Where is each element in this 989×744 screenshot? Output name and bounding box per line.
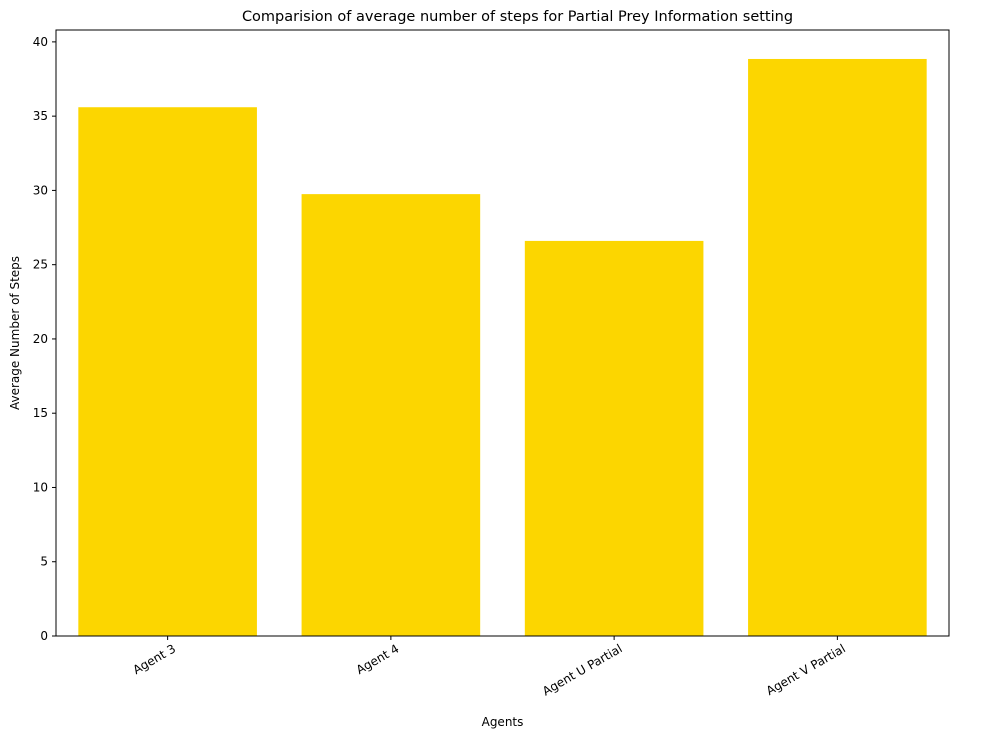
x-axis: Agent 3 Agent 4 Agent U Partial Agent V Par… <box>130 636 848 698</box>
x-tick-label: Agent U Partial <box>540 641 625 698</box>
bars-group <box>78 58 927 637</box>
y-axis-label: Average Number of Steps <box>8 256 22 410</box>
x-tick-label: Agent V Partial <box>764 641 848 698</box>
y-tick-label: 5 <box>40 555 48 569</box>
y-axis: 0 5 10 15 20 25 30 35 40 <box>33 35 56 643</box>
bar-agent-u-partial <box>524 240 704 637</box>
y-tick-label: 15 <box>33 406 48 420</box>
y-tick-label: 20 <box>33 332 48 346</box>
bar-agent-4 <box>301 194 481 636</box>
y-tick-label: 30 <box>33 183 48 197</box>
y-tick-label: 0 <box>40 629 48 643</box>
chart-title: Comparision of average number of steps f… <box>242 9 793 25</box>
plot-frame <box>55 29 950 637</box>
x-tick-label: Agent 3 <box>130 641 178 677</box>
y-tick-label: 25 <box>33 258 48 272</box>
x-axis-label: Agents <box>482 715 524 729</box>
bar-agent-3 <box>78 107 257 636</box>
y-tick-label: 40 <box>33 35 48 49</box>
y-tick-label: 35 <box>33 109 48 123</box>
bar-agent-v-partial <box>748 58 927 636</box>
x-tick-label: Agent 4 <box>354 641 402 677</box>
y-tick-label: 10 <box>33 480 48 494</box>
